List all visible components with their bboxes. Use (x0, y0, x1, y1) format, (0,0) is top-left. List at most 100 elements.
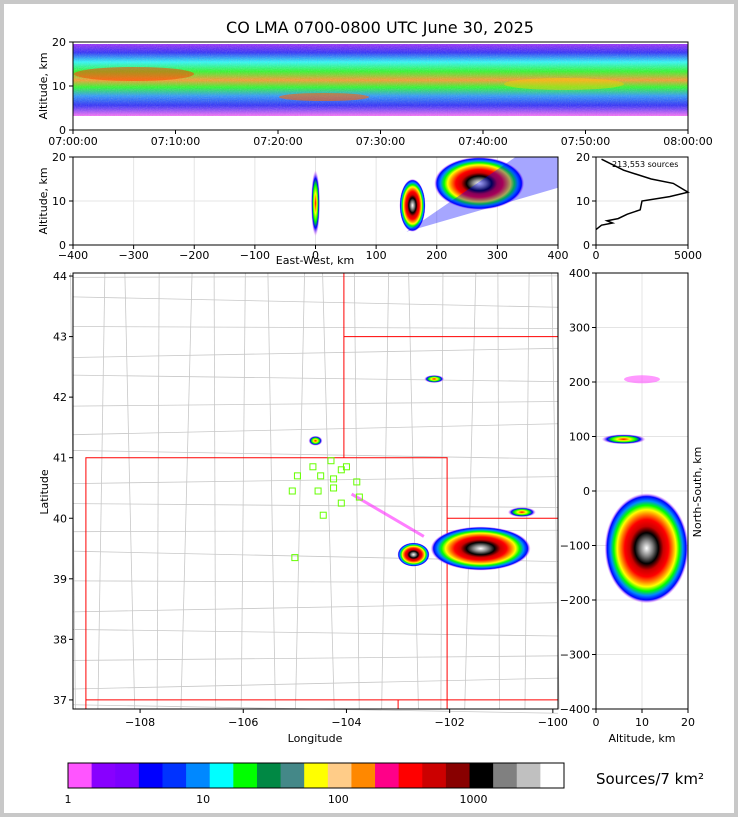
p3-ytick-label: 20 (576, 151, 590, 164)
lma-station-marker (288, 487, 296, 495)
county-boundary (124, 272, 136, 710)
p1-ytick-label: 10 (52, 80, 66, 93)
colorbar-swatch (469, 763, 494, 788)
colorbar-tick-label: 1 (65, 793, 72, 806)
county-boundary (72, 423, 559, 436)
map-ytick-label: 42 (53, 391, 67, 404)
county-boundary (72, 602, 559, 613)
county-boundary (408, 272, 419, 710)
colorbar-swatch (233, 763, 258, 788)
p2-ytick-label: 10 (52, 195, 66, 208)
lma-station-marker (291, 554, 299, 562)
colorbar-label: Sources/7 km² (596, 770, 704, 788)
p5-ytick-label: −100 (560, 540, 590, 553)
p2-ytick-label: 0 (59, 239, 66, 252)
chart-title: CO LMA 0700-0800 UTC June 30, 2025 (226, 18, 534, 37)
colorbar-tick-label: 100 (328, 793, 349, 806)
colorbar: 1 10 100 1000 Sources/7 km² (65, 762, 704, 806)
p2-ytick-label: 20 (52, 151, 66, 164)
p5-xtick-label: 10 (635, 716, 649, 729)
colorbar-swatch (138, 763, 163, 788)
lma-station-marker (309, 463, 317, 471)
p5-ytick-label: 400 (569, 267, 590, 280)
p5-xlabel: Altitude, km (608, 732, 675, 745)
county-boundary (322, 272, 335, 710)
map-xtick-label: −108 (125, 716, 155, 729)
p5-xtick-label: 0 (593, 716, 600, 729)
map-xtick-label: −100 (538, 716, 568, 729)
county-boundary (464, 272, 477, 710)
p3-xtick-label: 0 (593, 249, 600, 262)
colorbar-swatch (445, 763, 471, 788)
p2-source-cluster (311, 170, 320, 237)
source-histogram-panel: 213,553 sources 0 5000 0 10 20 (576, 151, 702, 262)
p1-xtick-label: 07:00:00 (48, 135, 97, 148)
p2-xtick-label: −300 (119, 249, 149, 262)
histogram-line (595, 158, 690, 231)
county-boundary (72, 580, 559, 584)
county-boundary (72, 326, 559, 329)
map-ylabel: Latitude (38, 469, 51, 515)
p3-ytick-label: 0 (583, 239, 590, 252)
colorbar-swatch (91, 763, 116, 788)
colorbar-swatch (256, 763, 282, 788)
p1-ylabel: Altitude, km (37, 52, 50, 119)
p2-source-cluster (434, 157, 525, 210)
p1-xtick-label: 08:00:00 (663, 135, 712, 148)
colorbar-swatch (375, 763, 400, 788)
colorbar-swatch (304, 763, 329, 788)
colorbar-swatch (327, 763, 352, 788)
colorbar-swatch (68, 763, 93, 788)
county-boundary (240, 272, 246, 710)
lma-station-marker (314, 487, 322, 495)
p1-xtick-label: 07:30:00 (356, 135, 405, 148)
p5-source-cluster (604, 493, 689, 604)
p5-ytick-label: 100 (569, 431, 590, 444)
p3-ytick-label: 10 (576, 195, 590, 208)
colorbar-tick-label: 1000 (459, 793, 487, 806)
colorbar-swatch (540, 763, 565, 788)
lma-station-marker (327, 457, 335, 465)
p2-xtick-label: 400 (548, 249, 569, 262)
county-boundary (497, 272, 500, 710)
p5-ylabel: North-South, km (691, 447, 704, 538)
state-boundary (85, 457, 448, 709)
county-boundary (156, 272, 160, 710)
p1-xtick-label: 07:20:00 (253, 135, 302, 148)
map-ytick-label: 37 (53, 694, 67, 707)
colorbar-swatch (422, 763, 447, 788)
p2-xlabel: East-West, km (276, 254, 354, 267)
colorbar-swatch (280, 763, 305, 788)
p3-xtick-label: 5000 (674, 249, 702, 262)
altitude-eastwest-panel: −400 −300 −200 −100 0 100 200 300 400 0 10 20 East… (37, 151, 569, 267)
map-ytick-label: 43 (53, 331, 67, 344)
lma-station-marker (330, 475, 338, 483)
p5-source-cluster (624, 375, 660, 384)
plan-view-map-panel: −108 −106 −104 −102 −100 37 38 39 40 41 42 43 44 Lo… (38, 270, 568, 745)
county-boundary (72, 476, 559, 485)
source-count-label: 213,553 sources (612, 160, 678, 169)
map-source-cluster (308, 435, 323, 446)
p2-xtick-label: 100 (366, 249, 387, 262)
county-boundary (72, 655, 559, 661)
county-boundary (180, 272, 193, 710)
county-boundary (381, 272, 390, 710)
p5-ytick-label: 200 (569, 376, 590, 389)
map-source-streak (350, 492, 425, 538)
p1-ytick-label: 20 (52, 36, 66, 49)
county-boundary (72, 401, 559, 407)
lma-station-marker (319, 511, 327, 519)
county-boundary (72, 450, 559, 460)
county-boundary (295, 272, 305, 710)
altitude-time-panel: 07:00:00 07:10:00 07:20:00 07:30:00 07:40:00… (37, 36, 713, 148)
county-boundary (72, 503, 559, 508)
colorbar-swatch (186, 763, 211, 788)
county-boundary (440, 272, 444, 710)
p2-source-cluster (399, 179, 426, 232)
county-boundary (72, 677, 559, 690)
map-ytick-label: 41 (53, 452, 67, 465)
lma-station-marker (355, 493, 363, 501)
p5-ytick-label: −200 (560, 594, 590, 607)
p2-xtick-label: −200 (179, 249, 209, 262)
map-xlabel: Longitude (288, 732, 343, 745)
